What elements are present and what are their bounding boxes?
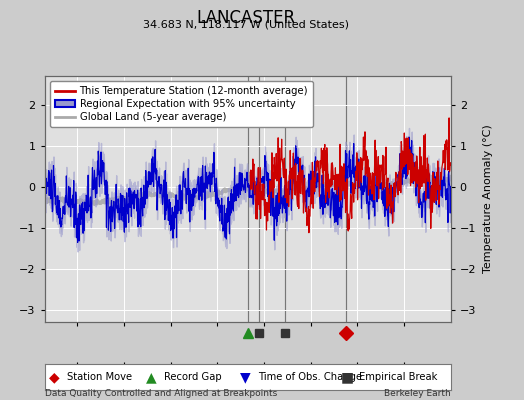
Legend: This Temperature Station (12-month average), Regional Expectation with 95% uncer: This Temperature Station (12-month avera…	[50, 81, 313, 127]
Y-axis label: Temperature Anomaly (°C): Temperature Anomaly (°C)	[483, 125, 493, 273]
Text: ◆: ◆	[49, 370, 59, 384]
Text: 34.683 N, 118.117 W (United States): 34.683 N, 118.117 W (United States)	[143, 19, 350, 29]
Text: Berkeley Earth: Berkeley Earth	[384, 389, 451, 398]
Text: LANCASTER: LANCASTER	[196, 9, 296, 27]
Text: ▼: ▼	[239, 370, 250, 384]
Text: Station Move: Station Move	[67, 372, 132, 382]
Text: Record Gap: Record Gap	[165, 372, 222, 382]
Text: Empirical Break: Empirical Break	[359, 372, 438, 382]
Text: Time of Obs. Change: Time of Obs. Change	[258, 372, 362, 382]
Text: ▲: ▲	[146, 370, 157, 384]
Text: Data Quality Controlled and Aligned at Breakpoints: Data Quality Controlled and Aligned at B…	[45, 389, 277, 398]
Text: ■: ■	[341, 370, 354, 384]
